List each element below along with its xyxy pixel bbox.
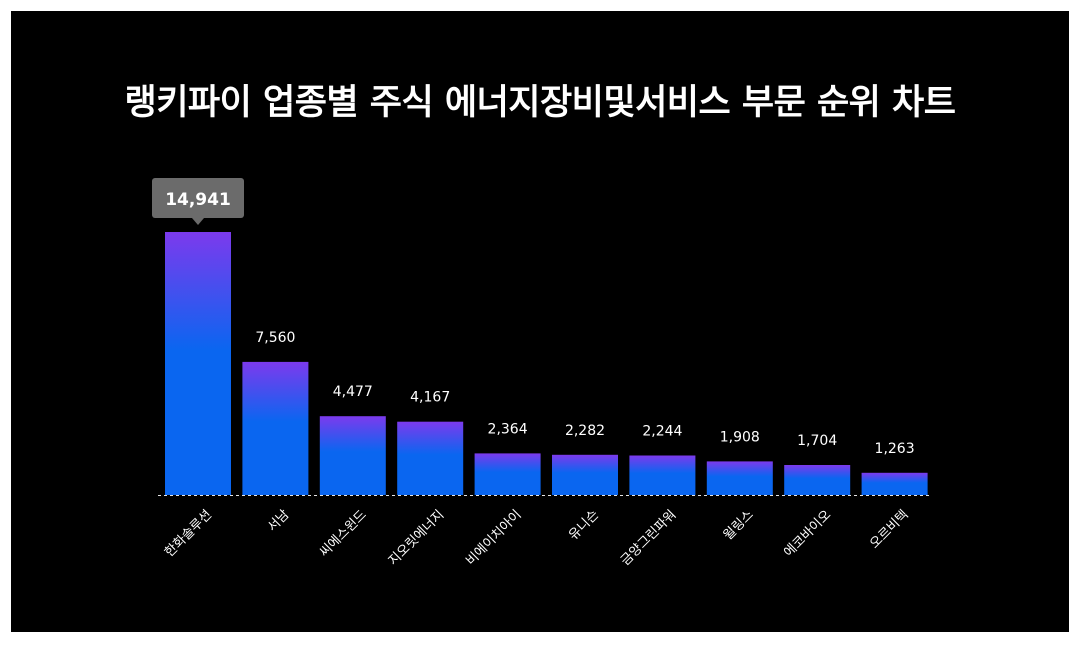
category-label-10: 오르비텍 bbox=[867, 507, 911, 551]
value-label-5: 2,364 bbox=[488, 421, 528, 437]
bar-3 bbox=[319, 416, 386, 495]
category-label-3: 씨에스윈드 bbox=[317, 507, 370, 560]
value-label-10: 1,263 bbox=[875, 441, 915, 457]
value-label-7: 2,244 bbox=[642, 424, 682, 440]
tooltip-pointer bbox=[192, 218, 204, 225]
category-label-6: 유니슨 bbox=[566, 507, 602, 543]
value-tooltip: 14,941 bbox=[152, 178, 244, 225]
category-label-1: 한화솔루션 bbox=[162, 507, 215, 560]
chart-title: 랭키파이 업종별 주식 에너지장비및서비스 부문 순위 차트 bbox=[124, 83, 956, 123]
bar-1 bbox=[165, 232, 231, 495]
bar-7 bbox=[629, 455, 696, 495]
value-label-9: 1,704 bbox=[797, 433, 837, 449]
bar-5 bbox=[474, 453, 541, 495]
bars-group bbox=[165, 232, 928, 495]
value-label-4: 4,167 bbox=[410, 390, 450, 406]
category-label-7: 금양그린파워 bbox=[618, 507, 679, 568]
bar-6 bbox=[552, 454, 618, 495]
tooltip-box bbox=[152, 178, 244, 218]
bar-8 bbox=[706, 461, 773, 495]
bar-10 bbox=[861, 472, 928, 495]
bar-9 bbox=[784, 465, 851, 495]
value-label-1: 14,941 bbox=[165, 190, 231, 210]
category-label-8: 윌링스 bbox=[721, 507, 757, 543]
bar-4 bbox=[397, 421, 464, 495]
category-label-5: 비에이치아이 bbox=[463, 507, 524, 568]
category-label-2: 서남 bbox=[265, 507, 293, 535]
category-label-4: 지오릿에너지 bbox=[386, 507, 447, 568]
bar-2 bbox=[242, 361, 309, 495]
value-label-3: 4,477 bbox=[333, 384, 373, 400]
value-label-2: 7,560 bbox=[255, 330, 295, 346]
value-label-6: 2,282 bbox=[565, 423, 605, 439]
category-label-9: 에코바이오 bbox=[781, 507, 834, 560]
value-label-8: 1,908 bbox=[720, 429, 760, 445]
